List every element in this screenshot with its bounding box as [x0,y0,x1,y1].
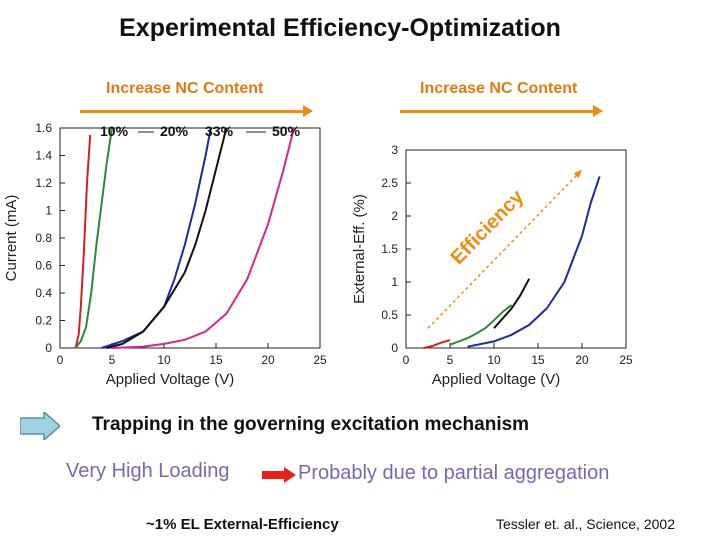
x-tick-label: 15 [531,353,545,367]
y-axis-label: External-Eff. (%) [351,194,368,304]
x-tick-label: 25 [313,353,327,367]
x-tick-label: 5 [109,353,116,367]
x-tick-label: 20 [261,353,275,367]
nc-arrow-right [400,105,603,117]
y-tick-label: 0 [391,341,398,355]
nc-content-label-left: Increase NC Content [106,80,264,97]
plot-frame [59,127,321,349]
nc-arrow-left [80,105,313,117]
y-tick-label: 1.5 [381,242,398,256]
x-tick-label: 10 [487,353,501,367]
y-tick-label: 1 [391,275,398,289]
series-line [74,134,92,349]
x-tick-label: 25 [619,353,633,367]
y-tick-label: 1.4 [35,149,52,163]
y-tick-label: 3 [391,143,398,157]
efficiency-annotation: Efficiency [447,185,529,269]
legend-label: 10% [100,123,129,139]
x-axis-label: Applied Voltage (V) [106,371,234,388]
x-tick-label: 10 [157,353,171,367]
series-line [106,127,228,349]
citation: Tessler et. al., Science, 2002 [496,516,675,532]
series-line [467,176,601,348]
y-tick-label: 0.5 [381,308,398,322]
y-tick-label: 2.5 [381,176,398,190]
y-tick-label: 0.8 [35,231,52,245]
nc-content-label-right: Increase NC Content [420,80,578,97]
current-chart: 0 5 10 15 20 25 0 0.2 0.4 0.6 0.8 1 1.2 1.4 1.6 Applied… [3,121,327,388]
x-tick-label: 0 [57,353,64,367]
series-line [101,127,212,349]
efficiency-note: ~1% EL External-Efficiency [146,516,339,533]
trapping-statement: Trapping in the governing excitation mec… [92,414,530,435]
y-tick-label: 1.2 [35,176,52,190]
y-axis-label: Current (mA) [3,195,20,282]
legend-label: 50% [272,123,301,139]
series-line [449,304,513,346]
series-line [423,339,451,349]
series-line [74,127,113,349]
y-tick-label: 0.6 [35,259,52,273]
x-tick-label: 20 [575,353,589,367]
y-tick-label: 2 [391,209,398,223]
x-tick-label: 15 [209,353,223,367]
red-arrow-icon [262,467,296,483]
series-line [493,278,531,329]
right-arrow-icon [20,412,60,440]
y-tick-label: 1 [45,204,52,218]
x-tick-label: 0 [403,353,410,367]
efficiency-trend-arrowhead [573,169,582,179]
x-tick-label: 5 [447,353,454,367]
efficiency-trend-arrow [427,169,583,329]
aggregation-statement: Probably due to partial aggregation [298,462,610,484]
series-line [111,127,295,349]
y-tick-label: 0.2 [35,314,52,328]
slide-title: Experimental Efficiency-Optimization [119,14,561,42]
y-tick-label: 0 [45,341,52,355]
x-axis-label: Applied Voltage (V) [432,371,560,388]
legend-label: 20% [160,123,189,139]
legend-label: 33% [205,123,234,139]
plot-frame [405,149,627,349]
y-tick-label: 1.6 [35,121,52,135]
efficiency-chart: 0 5 10 15 20 25 0 0.5 1 1.5 2 2.5 3 Applied Voltage (… [351,143,633,388]
loading-statement: Very High Loading [66,460,230,482]
y-tick-label: 0.4 [35,286,52,300]
